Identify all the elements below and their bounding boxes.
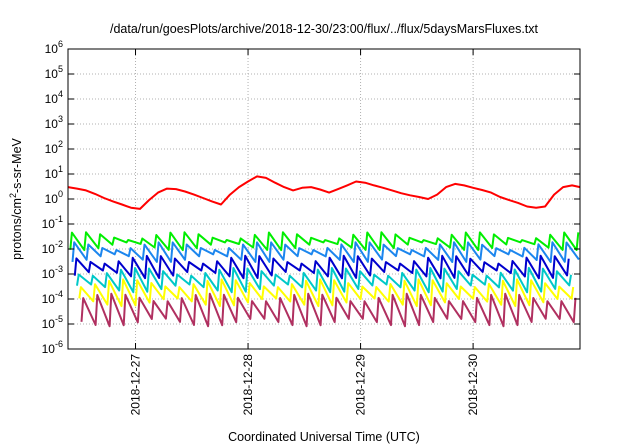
y-tick-label: 10-1 — [42, 214, 63, 231]
y-axis-label-part: -s-sr-MeV — [10, 137, 24, 193]
y-axis-label-part: protons/cm — [10, 198, 24, 260]
y-tick-exponent: 0 — [58, 189, 63, 199]
series-line — [78, 278, 575, 308]
y-tick-label: 106 — [45, 39, 63, 56]
x-tick-label: 2018-12-28 — [241, 354, 255, 416]
y-tick-base: 10 — [42, 292, 56, 306]
y-tick-label: 10-5 — [42, 314, 63, 331]
y-tick-exponent: -3 — [55, 264, 63, 274]
y-tick-label: 102 — [45, 139, 63, 156]
y-tick-base: 10 — [42, 217, 56, 231]
y-tick-label: 10-3 — [42, 264, 63, 281]
y-tick-base: 10 — [42, 267, 56, 281]
y-tick-label: 101 — [45, 164, 63, 181]
y-tick-base: 10 — [45, 42, 59, 56]
y-tick-exponent: -4 — [55, 289, 63, 299]
y-tick-exponent: 2 — [58, 139, 63, 149]
chart-title: /data/run/goesPlots/archive/2018-12-30/2… — [110, 22, 539, 36]
y-tick-label: 10-6 — [42, 339, 63, 356]
series-line — [80, 292, 577, 328]
y-tick-base: 10 — [45, 92, 59, 106]
y-tick-exponent: 5 — [58, 64, 63, 74]
series-line — [71, 241, 580, 263]
x-tick-label: 2018-12-27 — [129, 354, 143, 416]
y-axis-label-part: 2 — [8, 193, 18, 198]
series-line — [73, 254, 570, 280]
y-tick-base: 10 — [45, 117, 59, 131]
y-tick-base: 10 — [42, 242, 56, 256]
y-tick-label: 103 — [45, 114, 63, 131]
series-line — [69, 231, 580, 252]
y-tick-base: 10 — [42, 317, 56, 331]
y-tick-exponent: 3 — [58, 114, 63, 124]
y-tick-base: 10 — [45, 167, 59, 181]
y-axis-label: protons/cm2-s-sr-MeV — [8, 137, 24, 259]
series-line — [76, 266, 572, 294]
y-tick-exponent: -6 — [55, 339, 63, 349]
y-tick-exponent: -2 — [55, 239, 63, 249]
series-line — [67, 175, 581, 210]
y-tick-exponent: 1 — [58, 164, 63, 174]
y-tick-exponent: 6 — [58, 39, 63, 49]
y-tick-label: 10-4 — [42, 289, 63, 306]
y-tick-label: 104 — [45, 89, 63, 106]
y-tick-exponent: -1 — [55, 214, 63, 224]
x-axis-label: Coordinated Universal Time (UTC) — [228, 430, 420, 444]
y-tick-base: 10 — [42, 342, 56, 356]
x-tick-label: 2018-12-29 — [354, 354, 368, 416]
y-tick-label: 100 — [45, 189, 63, 206]
y-tick-exponent: 4 — [58, 89, 63, 99]
y-tick-label: 105 — [45, 64, 63, 81]
y-tick-exponent: -5 — [55, 314, 63, 324]
y-tick-label: 10-2 — [42, 239, 63, 256]
x-tick-label: 2018-12-30 — [466, 354, 480, 416]
y-tick-base: 10 — [45, 142, 59, 156]
y-tick-base: 10 — [45, 192, 59, 206]
y-tick-base: 10 — [45, 67, 59, 81]
